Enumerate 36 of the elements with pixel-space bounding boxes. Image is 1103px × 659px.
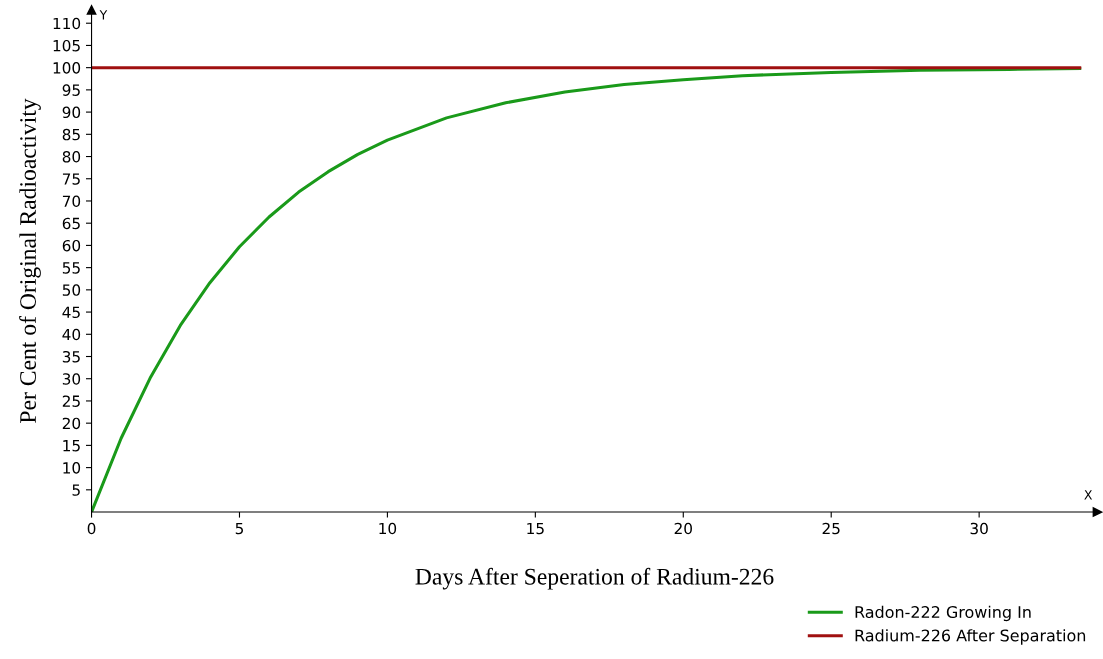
x-tick-label: 20 bbox=[674, 522, 692, 535]
y-tick-label: 65 bbox=[62, 217, 80, 230]
y-tick-label: 55 bbox=[62, 262, 80, 274]
y-tick-label: 90 bbox=[62, 106, 81, 119]
y-tick-label: 35 bbox=[62, 350, 80, 363]
y-tick-label: 100 bbox=[53, 62, 81, 74]
x-axis-title: Days After Seperation of Radium-226 bbox=[415, 567, 774, 590]
y-axis-title: Per Cent of Original Radioactivity bbox=[19, 98, 41, 423]
y-tick-label: 10 bbox=[63, 462, 81, 474]
y-tick-label: 60 bbox=[62, 239, 81, 252]
y-tick-label: 5 bbox=[72, 484, 80, 496]
y-tick-label: 95 bbox=[62, 84, 80, 96]
y-tick-label: 70 bbox=[62, 195, 81, 207]
x-tick-label: 5 bbox=[235, 522, 244, 535]
y-tick-label: 85 bbox=[62, 128, 80, 141]
x-tick-label: 30 bbox=[970, 522, 988, 535]
y-tick-label: 15 bbox=[63, 440, 80, 452]
y-tick-label: 80 bbox=[62, 151, 81, 163]
x-tick-label: 25 bbox=[822, 522, 840, 535]
annotation: X bbox=[1084, 490, 1093, 500]
y-tick-label: 25 bbox=[62, 395, 80, 407]
y-tick-label: 105 bbox=[53, 39, 80, 52]
line-series bbox=[91, 67, 1082, 513]
y-tick-label: 30 bbox=[62, 373, 81, 385]
y-tick-label: 20 bbox=[62, 417, 81, 430]
y-tick-label: 110 bbox=[53, 17, 81, 30]
y-tick-label: 40 bbox=[62, 328, 81, 341]
y-tick-label: 50 bbox=[62, 284, 81, 296]
x-tick-label: 0 bbox=[87, 522, 96, 535]
x-tick-label: 15 bbox=[527, 522, 544, 535]
annotation: Y bbox=[99, 10, 108, 20]
x-tick-label: 10 bbox=[379, 522, 397, 535]
y-tick-label: 75 bbox=[62, 173, 80, 185]
legend-label: Radon-222 Growing In bbox=[855, 605, 1031, 622]
y-tick-label: 45 bbox=[62, 306, 80, 319]
legend-label: Radium-226 After Separation bbox=[855, 629, 1086, 645]
